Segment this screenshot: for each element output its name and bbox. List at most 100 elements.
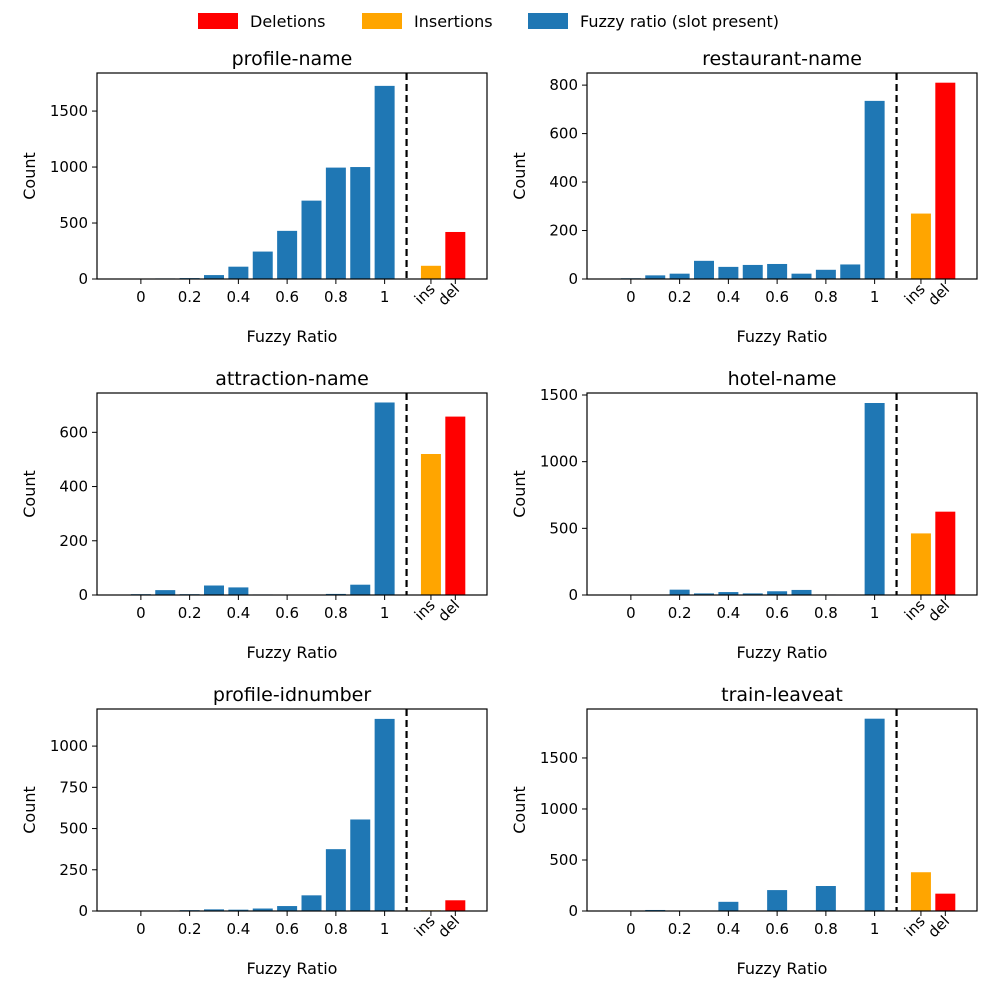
legend-entry-deletions: Deletions [198,12,325,31]
x-tick-label: 0.6 [765,604,789,622]
y-tick-label: 500 [59,214,88,232]
subplot-attraction-name: attraction-name 0 200 400 600 0 0.2 0.4 0.6 0.8 1 i… [20,368,488,662]
x-tick-label: 1 [870,920,880,938]
bar-fuzzy-0.4 [228,909,249,911]
legend-entry-insertions: Insertions [362,12,493,31]
subplot-title: profile-name [232,48,353,70]
subplot-profile-name: profile-name 0 500 1000 1500 0 0.2 0.4 0.6 0.8 1 in… [20,48,488,346]
subplot-title: hotel-name [728,368,837,390]
y-tick-label: 0 [568,586,578,604]
bar-fuzzy-0.7 [791,273,812,279]
x-tick-label: 0.2 [178,920,202,938]
x-tick-label: 0.4 [716,604,740,622]
bar-insertions [910,533,931,595]
y-axis-label: Count [20,786,39,834]
y-axis-label: Count [510,470,529,518]
x-tick-label: 0.2 [668,604,692,622]
x-axis-label: Fuzzy Ratio [247,959,338,978]
axes-frame [586,72,978,280]
bar-fuzzy-0.6 [767,890,788,911]
bar-fuzzy-0.3 [694,593,714,595]
bar-fuzzy-0.1 [645,275,666,279]
x-axis-label: Fuzzy Ratio [737,643,828,662]
y-tick-label: 500 [549,519,578,537]
axes-frame [96,708,488,912]
subplot-train-leaveat: train-leaveat 0 500 1000 1500 0 0.2 0.4 0.6 0.8 1 i… [510,684,978,978]
x-tick-label-del: del [924,280,953,309]
bar-deletions [935,82,956,279]
y-tick-label: 500 [549,851,578,869]
y-tick-label: 1000 [50,737,88,755]
bar-fuzzy-0.6 [767,591,788,595]
x-tick-label-ins: ins [411,596,439,624]
legend-swatch-deletions [198,13,238,29]
y-tick-label: 500 [59,820,88,838]
legend-swatch-insertions [362,13,402,29]
x-tick-label: 0.6 [275,604,299,622]
bar-fuzzy-0.4 [228,587,249,595]
x-tick-label: 1 [380,920,390,938]
subplot-title: restaurant-name [702,48,862,70]
bar-fuzzy-0.9 [350,819,371,911]
bar-fuzzy-0.6 [277,906,298,911]
bar-fuzzy-0.7 [791,589,812,595]
x-axis-label: Fuzzy Ratio [247,327,338,346]
bar-fuzzy-0.2 [669,589,690,595]
bar-insertions [420,454,441,595]
y-tick-label: 1500 [50,102,88,120]
x-tick-label: 1 [380,288,390,306]
y-tick-label: 750 [59,778,88,796]
y-axis-label: Count [510,786,529,834]
bar-deletions [935,511,956,595]
x-tick-label-del: del [434,596,463,625]
bar-fuzzy-0.5 [252,251,273,279]
bar-deletions [445,900,466,911]
x-tick-label: 0.2 [668,288,692,306]
y-tick-label: 600 [549,125,578,143]
x-tick-label: 1 [870,288,880,306]
x-tick-label-ins: ins [411,912,439,940]
bar-fuzzy-1 [864,100,885,279]
y-tick-label: 600 [59,423,88,441]
bar-deletions [935,893,956,911]
y-tick-label: 0 [78,586,88,604]
bar-fuzzy-0.3 [204,275,224,279]
bar-fuzzy-1 [374,85,395,279]
bar-fuzzy-0.6 [767,263,788,279]
y-tick-label: 1000 [540,800,578,818]
x-tick-label: 0 [136,604,146,622]
subplot-profile-idnumber: profile-idnumber 0 250 500 750 1000 0 0.2 0.4 0.6… [20,684,488,978]
x-tick-label: 0.8 [814,920,838,938]
bar-fuzzy-0.9 [840,264,861,279]
bar-fuzzy-0.4 [718,266,739,279]
bar-fuzzy-0.3 [694,260,714,279]
bar-fuzzy-0.8 [325,167,346,279]
x-tick-label: 0.8 [324,604,348,622]
bar-fuzzy-1 [374,718,395,911]
subplot-title: profile-idnumber [213,684,372,706]
x-tick-label-ins: ins [901,596,929,624]
x-tick-label: 1 [870,604,880,622]
axes-frame [96,392,488,596]
x-tick-label: 0.2 [178,288,202,306]
axes-frame [586,708,978,912]
x-tick-label-del: del [434,280,463,309]
subplot-hotel-name: hotel-name 0 500 1000 1500 0 0.2 0.4 0.6 0.8 1 insd… [510,368,978,662]
bar-fuzzy-0.7 [301,895,322,911]
x-tick-label: 0.4 [226,604,250,622]
x-tick-label: 0 [626,288,636,306]
y-tick-label: 0 [568,270,578,288]
y-tick-label: 1500 [540,749,578,767]
bar-fuzzy-0.5 [742,593,763,595]
bar-fuzzy-0.8 [815,886,836,911]
x-tick-label: 0 [136,288,146,306]
legend-label-insertions: Insertions [414,12,493,31]
bar-deletions [445,416,466,595]
bar-fuzzy-0.9 [350,584,371,595]
x-tick-label-del: del [924,912,953,941]
x-tick-label: 0.2 [668,920,692,938]
y-tick-label: 1000 [50,158,88,176]
y-axis-label: Count [20,470,39,518]
bar-fuzzy-1 [374,402,395,595]
y-axis-label: Count [510,152,529,200]
